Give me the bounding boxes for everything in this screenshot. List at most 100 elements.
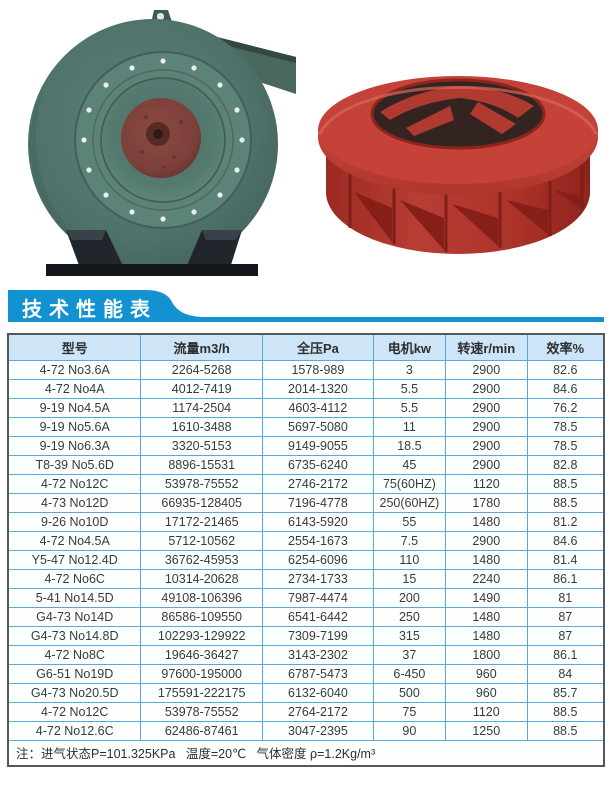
table-cell: 88.5: [526, 720, 605, 741]
table-cell: 75: [372, 701, 446, 722]
table-cell: 53978-75552: [140, 473, 263, 494]
col-header-speed: 转速r/min: [444, 333, 528, 361]
table-cell: 62486-87461: [140, 720, 263, 741]
table-row: 5-41 No14.5D 49108-106396 7987-4474 200 1490…: [7, 587, 605, 608]
table-row: 4-73 No12D 66935-128405 7196-4778 250(60HZ)…: [7, 492, 605, 513]
table-row: 9-19 No4.5A 1174-2504 4603-4112 5.5 2900 76.2: [7, 397, 605, 418]
table-cell: 110: [372, 549, 446, 570]
table-cell: 250(60HZ): [372, 492, 446, 513]
table-cell: 4-72 No12.6C: [7, 720, 142, 741]
table-cell: 75(60HZ): [372, 473, 446, 494]
table-cell: G4-73 No14.8D: [7, 625, 142, 646]
table-cell: 87: [526, 606, 605, 627]
table-cell: 88.5: [526, 492, 605, 513]
table-cell: 9-26 No10D: [7, 511, 142, 532]
table-cell: 5697-5080: [261, 416, 374, 437]
table-cell: 2900: [444, 435, 528, 456]
banner-swoosh-shape: [8, 290, 604, 322]
table-cell: 8896-15531: [140, 454, 263, 475]
table-cell: 2900: [444, 530, 528, 551]
table-cell: G4-73 No20.5D: [7, 682, 142, 703]
table-cell: 18.5: [372, 435, 446, 456]
table-cell: 4-72 No4A: [7, 378, 142, 399]
table-cell: 6143-5920: [261, 511, 374, 532]
table-cell: 2900: [444, 397, 528, 418]
table-row: 4-72 No3.6A 2264-5268 1578-989 3 2900 82.6: [7, 359, 605, 380]
table-row: G4-73 No14.8D 102293-129922 7309-7199 315 14…: [7, 625, 605, 646]
table-cell: 78.5: [526, 416, 605, 437]
table-cell: 2734-1733: [261, 568, 374, 589]
table-cell: 7987-4474: [261, 587, 374, 608]
table-cell: 55: [372, 511, 446, 532]
table-cell: 76.2: [526, 397, 605, 418]
table-cell: 3: [372, 359, 446, 380]
table-cell: G6-51 No19D: [7, 663, 142, 684]
table-cell: 36762-45953: [140, 549, 263, 570]
table-cell: 102293-129922: [140, 625, 263, 646]
table-row: 4-72 No8C 19646-36427 3143-2302 37 1800 86.1: [7, 644, 605, 665]
table-cell: 88.5: [526, 701, 605, 722]
table-cell: 2554-1673: [261, 530, 374, 551]
table-cell: 82.8: [526, 454, 605, 475]
table-header-row: 型号 流量m3/h 全压Pa 电机kw 转速r/min 效率%: [7, 333, 605, 361]
table-cell: 4-72 No12C: [7, 701, 142, 722]
table-cell: 1480: [444, 511, 528, 532]
table-cell: 5.5: [372, 397, 446, 418]
table-cell: 11: [372, 416, 446, 437]
table-cell: 84.6: [526, 530, 605, 551]
table-cell: 15: [372, 568, 446, 589]
table-cell: 6787-5473: [261, 663, 374, 684]
table-cell: 5712-10562: [140, 530, 263, 551]
table-cell: 4-72 No12C: [7, 473, 142, 494]
col-header-motor: 电机kw: [372, 333, 446, 361]
table-cell: 87: [526, 625, 605, 646]
table-cell: 4-72 No3.6A: [7, 359, 142, 380]
table-cell: 1610-3488: [140, 416, 263, 437]
table-cell: 250: [372, 606, 446, 627]
spec-table-container: 型号 流量m3/h 全压Pa 电机kw 转速r/min 效率% 4-72 No3…: [7, 333, 605, 767]
table-row: G4-73 No14D 86586-109550 6541-6442 250 1480 8…: [7, 606, 605, 627]
table-cell: 2264-5268: [140, 359, 263, 380]
table-cell: 7196-4778: [261, 492, 374, 513]
table-row: 4-72 No4.5A 5712-10562 2554-1673 7.5 2900 84.…: [7, 530, 605, 551]
table-cell: 1480: [444, 606, 528, 627]
table-cell: 4-73 No12D: [7, 492, 142, 513]
table-cell: G4-73 No14D: [7, 606, 142, 627]
table-cell: 1174-2504: [140, 397, 263, 418]
table-row: 9-19 No6.3A 3320-5153 9149-9055 18.5 2900 78.…: [7, 435, 605, 456]
table-cell: 4-72 No8C: [7, 644, 142, 665]
table-cell: 37: [372, 644, 446, 665]
table-cell: 81.2: [526, 511, 605, 532]
table-cell: 86586-109550: [140, 606, 263, 627]
table-cell: 84.6: [526, 378, 605, 399]
col-header-flow: 流量m3/h: [140, 333, 263, 361]
table-cell: 88.5: [526, 473, 605, 494]
table-cell: 53978-75552: [140, 701, 263, 722]
table-cell: 9-19 No5.6A: [7, 416, 142, 437]
table-cell: 2240: [444, 568, 528, 589]
section-banner: 技术性能表: [0, 289, 611, 327]
table-cell: 6735-6240: [261, 454, 374, 475]
table-cell: 3143-2302: [261, 644, 374, 665]
table-cell: 500: [372, 682, 446, 703]
table-cell: 1120: [444, 473, 528, 494]
table-cell: 6-450: [372, 663, 446, 684]
table-cell: 4-72 No6C: [7, 568, 142, 589]
table-cell: Y5-47 No12.4D: [7, 549, 142, 570]
table-cell: 960: [444, 682, 528, 703]
table-row: G4-73 No20.5D 175591-222175 6132-6040 500 96…: [7, 682, 605, 703]
table-cell: 10314-20628: [140, 568, 263, 589]
table-cell: 97600-195000: [140, 663, 263, 684]
table-cell: 3047-2395: [261, 720, 374, 741]
table-cell: 1578-989: [261, 359, 374, 380]
performance-table: 型号 流量m3/h 全压Pa 电机kw 转速r/min 效率% 4-72 No3…: [7, 333, 605, 767]
impeller-wheel-image: [318, 76, 598, 254]
table-cell: 6132-6040: [261, 682, 374, 703]
table-cell: 6254-6096: [261, 549, 374, 570]
table-cell: 84: [526, 663, 605, 684]
table-cell: 7309-7199: [261, 625, 374, 646]
table-cell: 1480: [444, 625, 528, 646]
table-cell: 49108-106396: [140, 587, 263, 608]
section-title: 技术性能表: [22, 299, 157, 321]
table-cell: 6541-6442: [261, 606, 374, 627]
